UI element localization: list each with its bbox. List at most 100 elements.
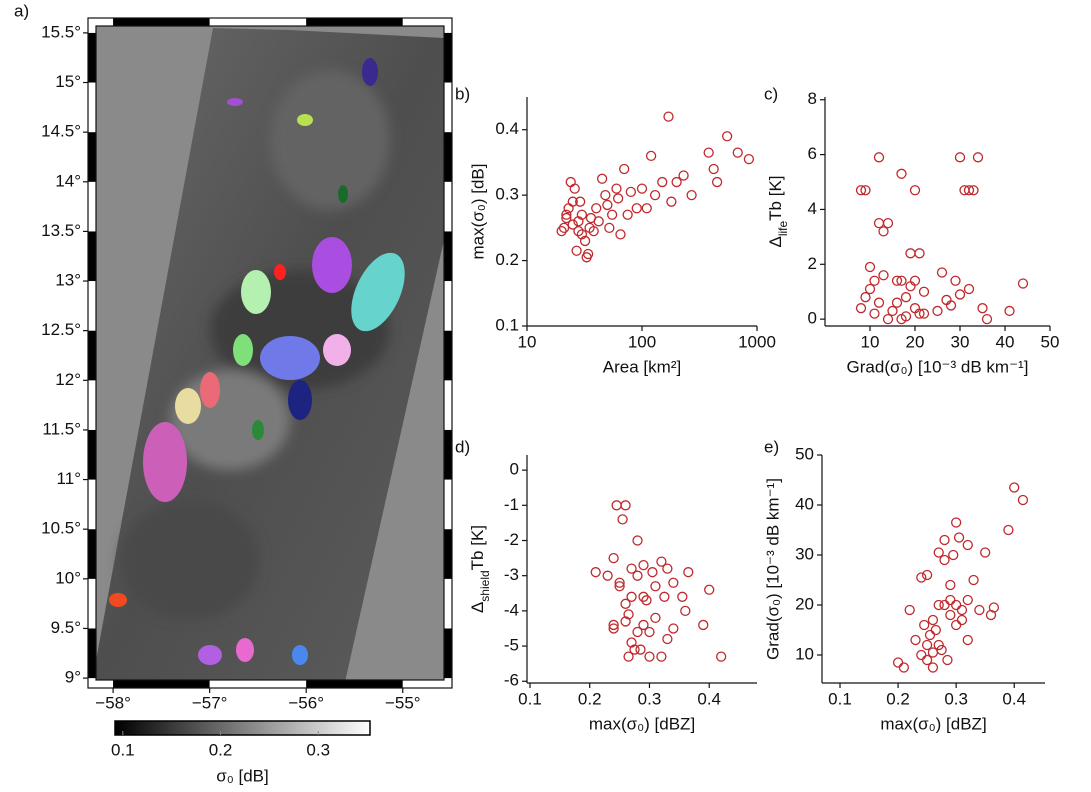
point [909,275,921,286]
frame-band [444,578,452,629]
point [626,563,637,574]
point [882,313,894,325]
y-tick-label: 15.5° [41,22,81,41]
point [887,305,898,317]
frame-band [444,529,452,579]
point [600,189,611,201]
point [575,196,586,207]
point [619,163,630,175]
y-axis-label: ΔlifeTb [K] [766,175,790,247]
x-tick-label: 0.3 [944,689,968,708]
frame-band [306,680,403,688]
point [919,619,930,631]
frame-band [88,479,96,530]
x-tick-label: 0.2 [886,689,910,708]
point [921,654,933,666]
frame-band [88,529,96,579]
point [860,292,871,303]
point [878,270,889,281]
point [622,209,633,220]
colorbar-tick-label: 0.2 [209,740,233,759]
y-tick-label: 11° [57,469,81,488]
frame-band [88,18,114,26]
point [611,500,622,511]
point [582,248,594,260]
point [649,189,661,201]
point [891,275,903,286]
point [945,609,956,621]
y-axis-label: Grad(σ₀) [10⁻³ dB km⁻¹] [763,478,782,660]
point [972,152,984,163]
point [918,308,930,319]
point [892,657,904,668]
point [914,308,925,319]
point [904,604,915,616]
point [576,209,588,220]
point [950,517,962,528]
point [656,556,667,567]
y-tick-label: 13° [55,271,81,290]
point [579,235,591,247]
point [953,532,965,543]
frame-band [444,32,452,83]
point [974,604,985,616]
point [626,591,637,602]
y-tick-label: 0 [808,309,817,328]
frame-band [444,18,452,33]
point [956,614,968,626]
point [743,154,755,165]
point [698,619,709,631]
point [896,168,907,179]
point [656,651,667,662]
point [1017,494,1029,506]
point [921,569,933,581]
y-axis-label: max(σ₀) [dB] [468,164,487,260]
point [954,289,966,300]
y-tick-label: 12° [55,370,81,389]
frame-band [444,181,452,232]
point [1004,305,1015,317]
point [623,651,634,662]
y-tick-label: 0.4 [495,119,519,138]
point [650,612,661,624]
point [927,662,939,673]
y-tick-label: 6 [808,144,817,163]
point [620,616,631,627]
frame-band [88,578,96,629]
point [569,183,580,194]
frame-band [444,479,452,530]
point [683,567,694,578]
point [905,248,916,259]
y-tick-label: 15° [55,72,81,91]
y-tick-label: 9.5° [51,618,81,637]
point [686,189,697,201]
point [927,614,939,626]
point [625,186,637,198]
point [680,605,691,617]
point [930,624,941,636]
frame-band [88,281,96,331]
x-tick-label: 50 [1041,332,1060,351]
point [968,185,979,196]
frame-band [306,18,403,26]
x-tick-label: 40 [996,332,1015,351]
x-tick-label: 10 [861,332,880,351]
panel-label: e) [764,437,779,456]
x-tick-label: 0.1 [828,689,852,708]
point [650,581,661,592]
point [1009,482,1020,493]
x-tick-label: −56° [288,693,324,712]
frame-band [402,18,452,26]
point [638,619,649,631]
y-tick-label: 2 [808,254,817,273]
point [977,303,988,314]
y-axis-label-part: Tb [K] [766,175,785,220]
point [617,514,628,525]
point [855,303,867,314]
x-tick-label: −58° [95,693,131,712]
y-tick-label: 8 [808,89,817,108]
point [981,313,993,325]
x-tick-label: 1000 [738,332,776,351]
